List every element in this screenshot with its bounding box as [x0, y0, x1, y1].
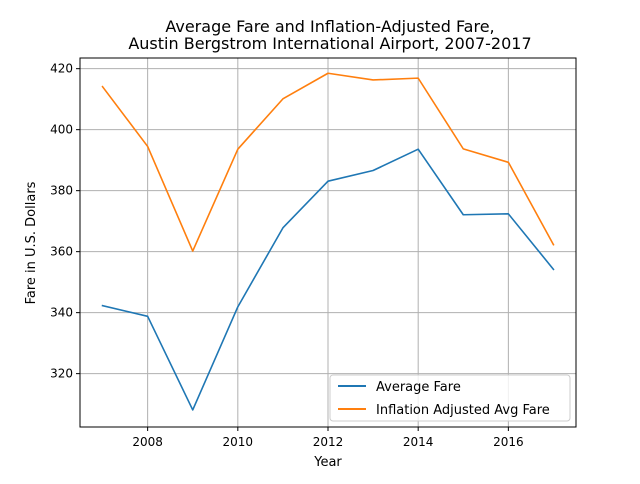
y-tick-label: 400	[50, 123, 73, 137]
series-lines	[101, 72, 555, 411]
y-axis-label: Fare in U.S. Dollars	[24, 181, 39, 304]
legend-label-average-fare: Average Fare	[376, 380, 461, 395]
series-line-inflation-adjusted	[101, 72, 555, 252]
x-tick-label: 2012	[313, 435, 344, 449]
chart-title-line-2: Austin Bergstrom International Airport, …	[128, 34, 531, 53]
y-tick-label: 340	[50, 306, 73, 320]
x-tick-label: 2008	[132, 435, 163, 449]
y-tick-label: 360	[50, 245, 73, 259]
legend-box	[329, 374, 571, 422]
y-tick-label: 380	[50, 184, 73, 198]
x-tick-label: 2014	[403, 435, 434, 449]
grid-lines	[80, 58, 576, 427]
x-axis-label: Year	[313, 455, 342, 470]
axis-ticks: 2008 2010 2012 2014 2016 320 340 360 380 400 420	[50, 62, 524, 449]
x-tick-label: 2010	[223, 435, 254, 449]
series-line-average-fare	[101, 148, 555, 411]
legend-label-inflation-adjusted: Inflation Adjusted Avg Fare	[376, 403, 550, 418]
chart-title-line-1: Average Fare and Inflation-Adjusted Fare…	[165, 17, 494, 36]
y-tick-label: 420	[50, 62, 73, 76]
legend: Average Fare Inflation Adjusted Avg Fare	[329, 374, 571, 422]
x-tick-label: 2016	[493, 435, 524, 449]
y-tick-label: 320	[50, 367, 73, 381]
